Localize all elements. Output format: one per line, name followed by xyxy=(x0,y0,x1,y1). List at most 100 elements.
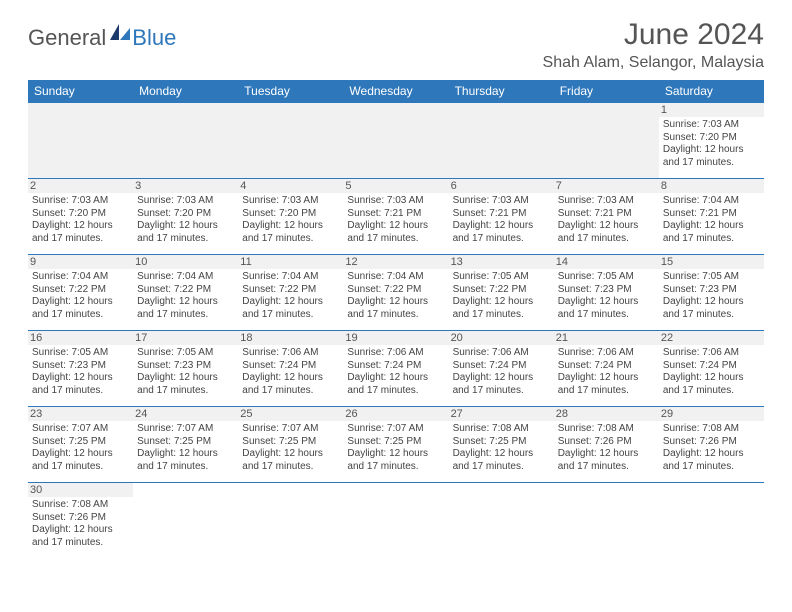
day-cell-15: 15Sunrise: 7:05 AMSunset: 7:23 PMDayligh… xyxy=(659,255,764,331)
day-day1: Daylight: 12 hours xyxy=(32,524,129,537)
day-day2: and 17 minutes. xyxy=(347,385,444,398)
day-number: 28 xyxy=(554,407,659,421)
empty-cell xyxy=(343,103,448,179)
day-sunrise: Sunrise: 7:06 AM xyxy=(347,347,444,360)
day-number: 1 xyxy=(659,103,764,117)
day-number: 15 xyxy=(659,255,764,269)
day-cell-4: 4Sunrise: 7:03 AMSunset: 7:20 PMDaylight… xyxy=(238,179,343,255)
day-number: 6 xyxy=(449,179,554,193)
empty-cell xyxy=(28,103,133,179)
day-sunset: Sunset: 7:20 PM xyxy=(32,208,129,221)
day-day1: Daylight: 12 hours xyxy=(558,296,655,309)
day-sunset: Sunset: 7:23 PM xyxy=(558,284,655,297)
empty-cell xyxy=(343,483,448,559)
day-header: Saturday xyxy=(659,80,764,103)
day-day1: Daylight: 12 hours xyxy=(137,448,234,461)
day-day1: Daylight: 12 hours xyxy=(137,220,234,233)
day-header-row: Sunday Monday Tuesday Wednesday Thursday… xyxy=(28,80,764,103)
day-cell-20: 20Sunrise: 7:06 AMSunset: 7:24 PMDayligh… xyxy=(449,331,554,407)
day-cell-2: 2Sunrise: 7:03 AMSunset: 7:20 PMDaylight… xyxy=(28,179,133,255)
day-sunrise: Sunrise: 7:04 AM xyxy=(663,195,760,208)
day-day2: and 17 minutes. xyxy=(137,461,234,474)
day-day1: Daylight: 12 hours xyxy=(32,220,129,233)
day-cell-22: 22Sunrise: 7:06 AMSunset: 7:24 PMDayligh… xyxy=(659,331,764,407)
day-sunrise: Sunrise: 7:03 AM xyxy=(242,195,339,208)
day-cell-13: 13Sunrise: 7:05 AMSunset: 7:22 PMDayligh… xyxy=(449,255,554,331)
day-day2: and 17 minutes. xyxy=(558,309,655,322)
day-cell-29: 29Sunrise: 7:08 AMSunset: 7:26 PMDayligh… xyxy=(659,407,764,483)
day-sunset: Sunset: 7:20 PM xyxy=(242,208,339,221)
day-sunrise: Sunrise: 7:05 AM xyxy=(663,271,760,284)
day-number: 30 xyxy=(28,483,133,497)
day-cell-27: 27Sunrise: 7:08 AMSunset: 7:25 PMDayligh… xyxy=(449,407,554,483)
day-number: 11 xyxy=(238,255,343,269)
day-sunrise: Sunrise: 7:08 AM xyxy=(32,499,129,512)
day-sunrise: Sunrise: 7:05 AM xyxy=(137,347,234,360)
calendar-row: 1Sunrise: 7:03 AMSunset: 7:20 PMDaylight… xyxy=(28,103,764,179)
day-day2: and 17 minutes. xyxy=(242,461,339,474)
day-number: 3 xyxy=(133,179,238,193)
day-number: 2 xyxy=(28,179,133,193)
day-header: Thursday xyxy=(449,80,554,103)
title-block: June 2024 Shah Alam, Selangor, Malaysia xyxy=(543,18,764,72)
day-sunset: Sunset: 7:21 PM xyxy=(663,208,760,221)
day-sunset: Sunset: 7:20 PM xyxy=(137,208,234,221)
day-day2: and 17 minutes. xyxy=(663,157,760,170)
day-cell-26: 26Sunrise: 7:07 AMSunset: 7:25 PMDayligh… xyxy=(343,407,448,483)
day-day2: and 17 minutes. xyxy=(137,233,234,246)
day-number: 22 xyxy=(659,331,764,345)
empty-cell xyxy=(133,483,238,559)
day-number: 19 xyxy=(343,331,448,345)
day-cell-25: 25Sunrise: 7:07 AMSunset: 7:25 PMDayligh… xyxy=(238,407,343,483)
day-day1: Daylight: 12 hours xyxy=(453,220,550,233)
day-number: 26 xyxy=(343,407,448,421)
day-cell-24: 24Sunrise: 7:07 AMSunset: 7:25 PMDayligh… xyxy=(133,407,238,483)
day-cell-9: 9Sunrise: 7:04 AMSunset: 7:22 PMDaylight… xyxy=(28,255,133,331)
empty-cell xyxy=(554,103,659,179)
day-cell-7: 7Sunrise: 7:03 AMSunset: 7:21 PMDaylight… xyxy=(554,179,659,255)
day-sunrise: Sunrise: 7:07 AM xyxy=(32,423,129,436)
day-cell-19: 19Sunrise: 7:06 AMSunset: 7:24 PMDayligh… xyxy=(343,331,448,407)
day-number: 27 xyxy=(449,407,554,421)
day-sunrise: Sunrise: 7:07 AM xyxy=(242,423,339,436)
header-block: General Blue June 2024 Shah Alam, Selang… xyxy=(28,18,764,72)
day-sunset: Sunset: 7:26 PM xyxy=(32,512,129,525)
day-day2: and 17 minutes. xyxy=(663,233,760,246)
empty-cell xyxy=(238,103,343,179)
day-day1: Daylight: 12 hours xyxy=(663,296,760,309)
day-cell-21: 21Sunrise: 7:06 AMSunset: 7:24 PMDayligh… xyxy=(554,331,659,407)
day-day2: and 17 minutes. xyxy=(558,233,655,246)
day-number: 17 xyxy=(133,331,238,345)
day-cell-8: 8Sunrise: 7:04 AMSunset: 7:21 PMDaylight… xyxy=(659,179,764,255)
day-number: 12 xyxy=(343,255,448,269)
day-day2: and 17 minutes. xyxy=(32,537,129,550)
day-day2: and 17 minutes. xyxy=(663,309,760,322)
day-number: 20 xyxy=(449,331,554,345)
day-day2: and 17 minutes. xyxy=(347,233,444,246)
month-title: June 2024 xyxy=(543,18,764,52)
logo-text-left: General xyxy=(28,25,106,51)
calendar-row: 30 Sunrise: 7:08 AMSunset: 7:26 PMDayligh… xyxy=(28,483,764,559)
empty-cell xyxy=(659,483,764,559)
day-sunrise: Sunrise: 7:05 AM xyxy=(558,271,655,284)
day-day2: and 17 minutes. xyxy=(453,233,550,246)
day-cell-1: 1Sunrise: 7:03 AMSunset: 7:20 PMDaylight… xyxy=(659,103,764,179)
day-day2: and 17 minutes. xyxy=(663,461,760,474)
day-sunset: Sunset: 7:23 PM xyxy=(32,360,129,373)
day-cell-17: 17Sunrise: 7:05 AMSunset: 7:23 PMDayligh… xyxy=(133,331,238,407)
day-day2: and 17 minutes. xyxy=(558,461,655,474)
day-sunset: Sunset: 7:25 PM xyxy=(137,436,234,449)
day-sunrise: Sunrise: 7:06 AM xyxy=(453,347,550,360)
day-day2: and 17 minutes. xyxy=(453,461,550,474)
day-cell-16: 16Sunrise: 7:05 AMSunset: 7:23 PMDayligh… xyxy=(28,331,133,407)
day-day1: Daylight: 12 hours xyxy=(242,220,339,233)
day-sunset: Sunset: 7:26 PM xyxy=(558,436,655,449)
day-sunset: Sunset: 7:24 PM xyxy=(663,360,760,373)
day-sunset: Sunset: 7:25 PM xyxy=(32,436,129,449)
day-sunrise: Sunrise: 7:03 AM xyxy=(137,195,234,208)
day-sunrise: Sunrise: 7:04 AM xyxy=(347,271,444,284)
day-cell-3: 3 Sunrise: 7:03 AMSunset: 7:20 PMDaylight… xyxy=(133,179,238,255)
day-day2: and 17 minutes. xyxy=(32,233,129,246)
day-day1: Daylight: 12 hours xyxy=(32,296,129,309)
day-sunrise: Sunrise: 7:03 AM xyxy=(453,195,550,208)
